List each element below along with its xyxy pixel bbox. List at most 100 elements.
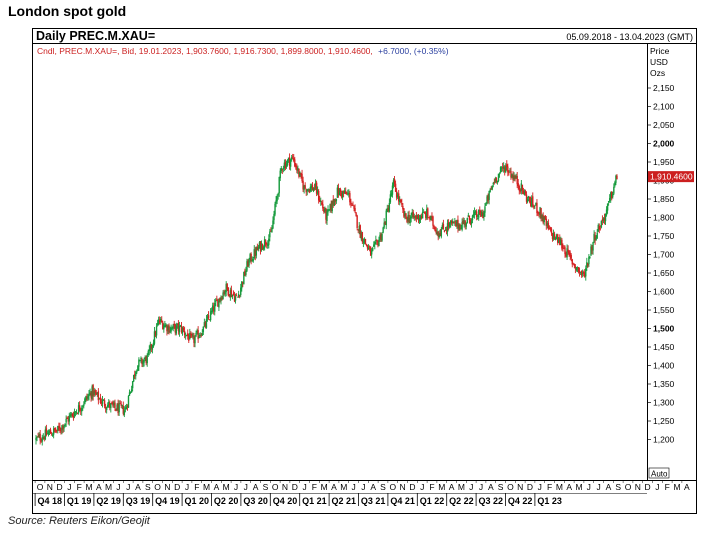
x-month-label: M	[575, 482, 582, 492]
candle-body	[375, 240, 377, 242]
candle-body	[296, 167, 298, 171]
candle-body	[100, 401, 103, 403]
candle-body	[38, 434, 40, 438]
candle-body	[490, 188, 492, 190]
candle-body	[438, 233, 440, 238]
candle-body	[81, 407, 83, 412]
x-month-label: A	[135, 482, 141, 492]
x-quarter-label: Q3 20	[243, 496, 268, 506]
candle-body	[578, 270, 581, 273]
candle-body	[283, 162, 286, 169]
source-note: Source: Reuters Eikon/Geojit	[8, 515, 150, 527]
x-month-label: D	[409, 482, 415, 492]
candle-body	[364, 238, 367, 244]
candle-body	[473, 211, 476, 215]
candle-body	[593, 233, 595, 243]
candle-body	[535, 202, 537, 206]
candle-body	[317, 191, 320, 201]
x-month-label: N	[400, 482, 406, 492]
candle-body	[471, 215, 474, 221]
candle-body	[341, 191, 344, 198]
info-change: +6.7000, (+0.35%)	[378, 46, 449, 56]
x-month-label: F	[547, 482, 552, 492]
candle-body	[488, 190, 490, 200]
x-month-label: N	[282, 482, 288, 492]
candle-body	[483, 211, 485, 217]
candle-body	[245, 270, 247, 275]
date-range: 05.09.2018 - 13.04.2023 (GMT)	[566, 32, 693, 42]
candle-body	[42, 436, 44, 440]
candle-body	[272, 220, 274, 229]
candle-body	[423, 212, 426, 214]
candle-body	[598, 226, 600, 230]
candle-body	[519, 189, 522, 192]
x-month-label: M	[85, 482, 92, 492]
candle-body	[368, 246, 371, 248]
x-month-label: M	[556, 482, 563, 492]
candle-body	[234, 296, 237, 301]
candle-body	[307, 188, 309, 190]
candle-body	[310, 186, 313, 189]
candle-body	[361, 232, 364, 242]
candle-body	[160, 318, 162, 322]
candle-body	[568, 250, 570, 254]
candle-body	[549, 227, 552, 230]
x-quarter-label: Q4 22	[508, 496, 533, 506]
candle-body	[118, 403, 120, 413]
candle-body	[84, 398, 86, 404]
candle-body	[605, 209, 608, 216]
candle-body	[581, 272, 584, 274]
candle-body	[78, 405, 81, 411]
candle-body	[240, 287, 242, 296]
candle-body	[135, 371, 137, 377]
candle-body	[366, 245, 369, 249]
candle-body	[259, 241, 262, 252]
candle-body	[401, 203, 403, 205]
candle-body	[615, 175, 617, 183]
candle-body	[213, 306, 215, 312]
candle-body	[436, 232, 438, 234]
candle-body	[458, 225, 460, 230]
x-month-label: A	[684, 482, 690, 492]
candle-body	[66, 417, 68, 419]
candle-body	[560, 240, 562, 246]
candle-body	[489, 189, 491, 193]
candle-body	[298, 168, 300, 177]
x-month-label: O	[154, 482, 161, 492]
candle-body	[239, 295, 241, 297]
candle-body	[449, 220, 452, 224]
candle-body	[276, 196, 278, 202]
candle-body	[499, 167, 502, 173]
candle-body	[486, 196, 488, 204]
candle-body	[428, 217, 430, 219]
candle-body	[527, 196, 530, 199]
candle-body	[98, 398, 101, 400]
candle-body	[93, 391, 95, 395]
candle-body	[425, 212, 427, 218]
candle-body	[217, 300, 219, 307]
candle-body	[392, 180, 395, 186]
candle-body	[223, 292, 225, 294]
candle-body	[127, 395, 130, 408]
candle-body	[236, 296, 239, 298]
candle-body	[349, 193, 351, 203]
candle-body	[166, 325, 168, 332]
candle-body	[243, 271, 245, 285]
candle-body	[533, 205, 535, 208]
x-month-label: J	[126, 482, 130, 492]
candle-body	[460, 228, 462, 230]
candle-body	[102, 399, 105, 401]
y-axis-title-usd: USD	[650, 57, 668, 67]
candle-body	[178, 325, 181, 333]
candle-body	[271, 227, 273, 233]
auto-scale-button[interactable]: Auto	[648, 467, 670, 479]
candle-body	[462, 220, 464, 224]
x-month-label: S	[380, 482, 386, 492]
candle-body	[195, 332, 197, 337]
candle-body	[453, 222, 455, 224]
candle-body	[421, 211, 424, 219]
candle-body	[330, 204, 332, 211]
candle-body	[88, 394, 90, 397]
x-month-label: N	[517, 482, 523, 492]
candle-body	[570, 255, 572, 259]
